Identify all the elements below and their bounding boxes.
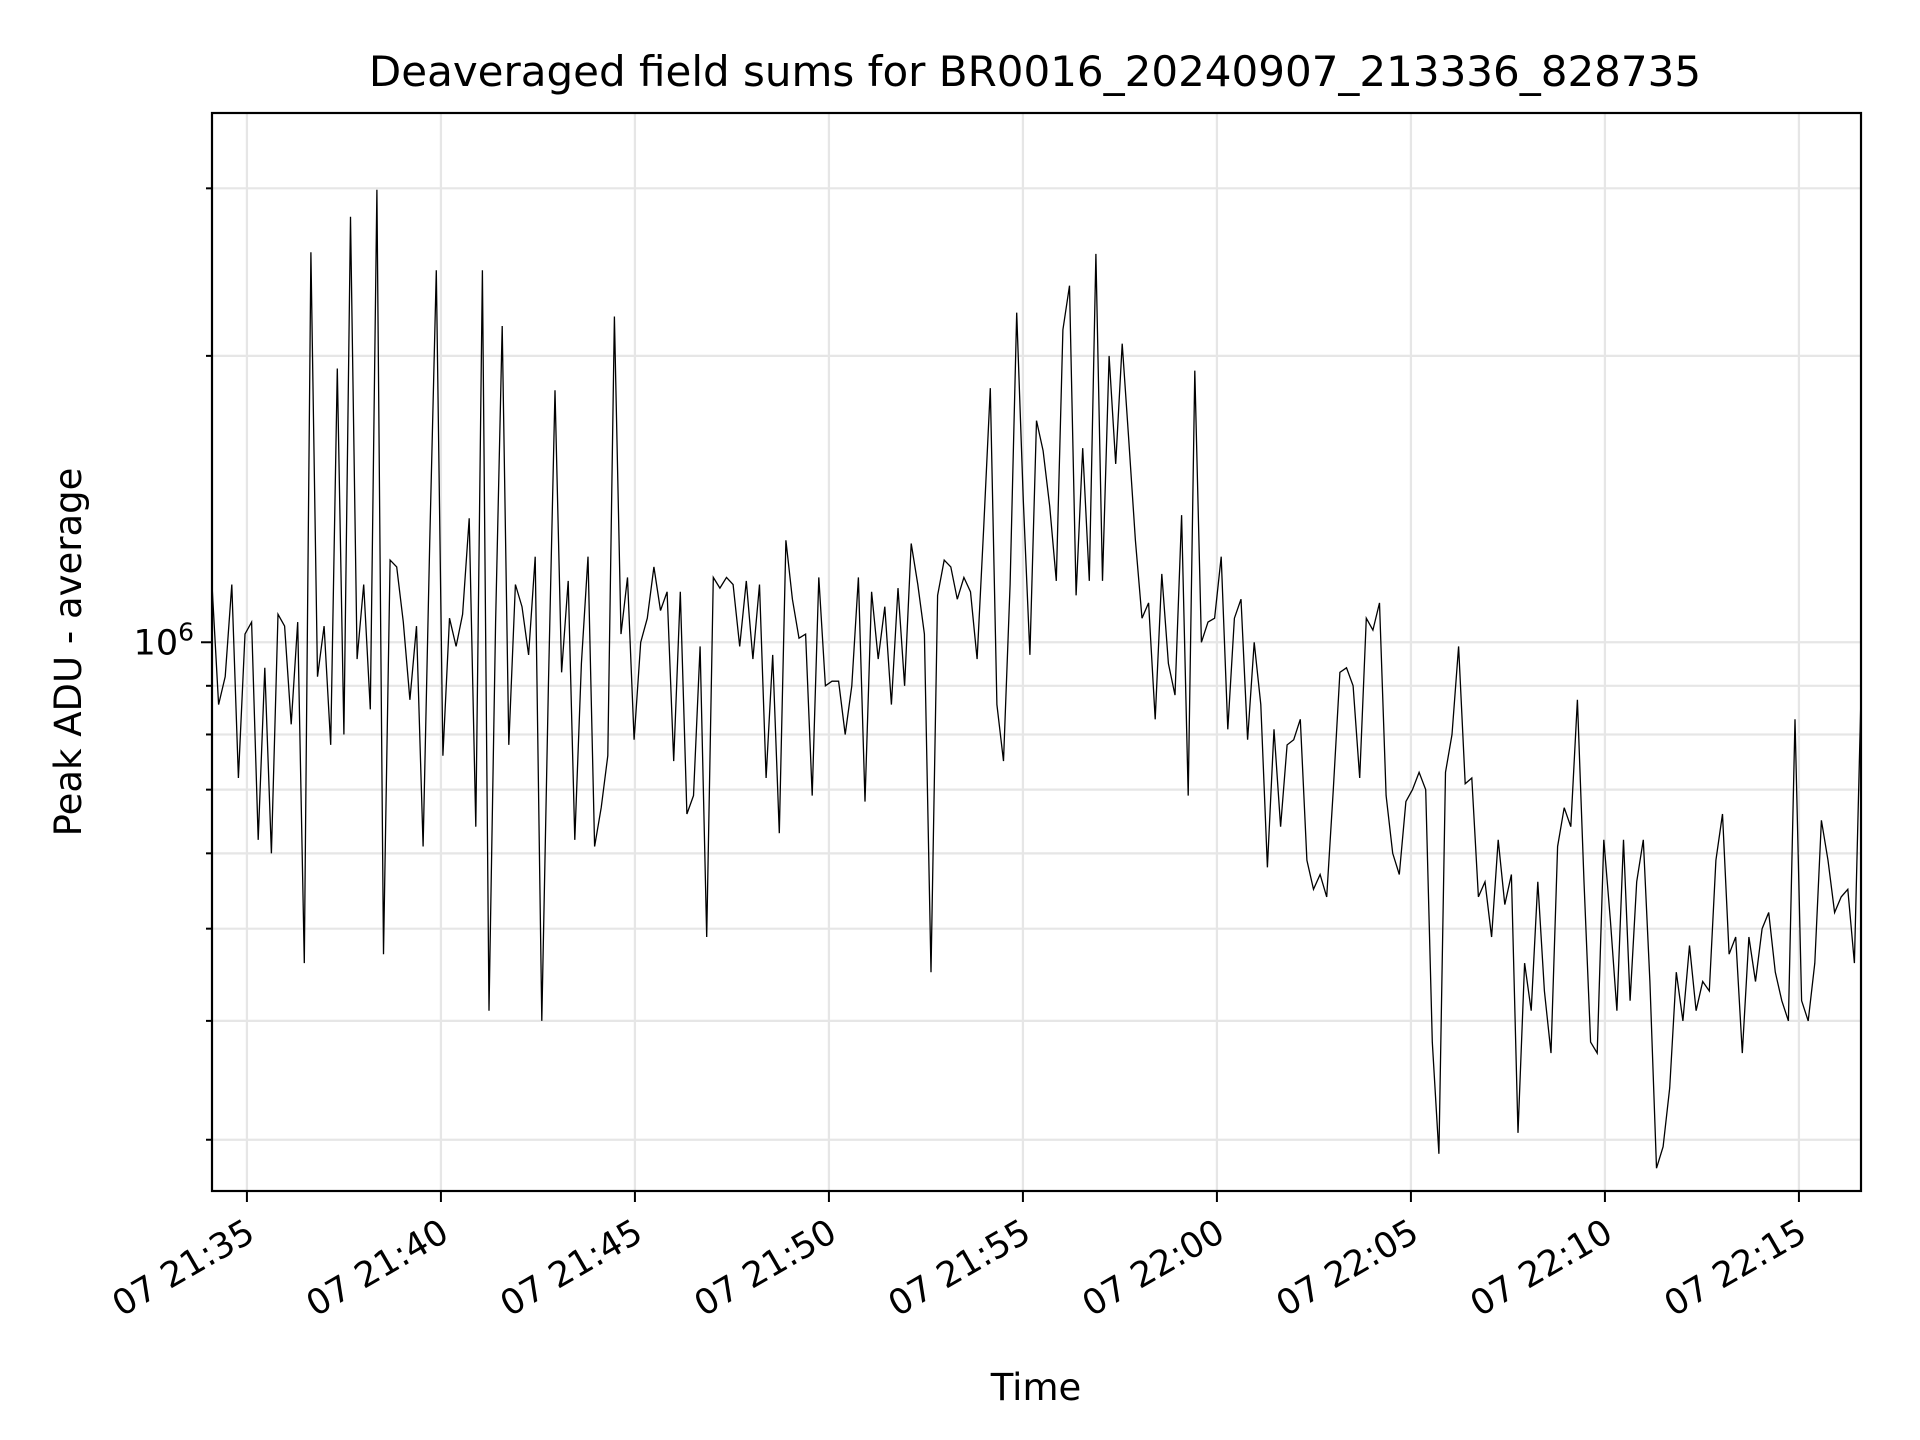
x-axis-label: Time xyxy=(990,1366,1082,1409)
plot-frame xyxy=(210,111,1863,1193)
x-tick-label: 07 22:00 xyxy=(1076,1212,1232,1325)
grid-lines xyxy=(212,113,1861,1191)
x-tick-label: 07 21:45 xyxy=(494,1212,650,1325)
x-tick-label: 07 21:55 xyxy=(882,1212,1038,1325)
x-tick-label: 07 22:05 xyxy=(1270,1212,1426,1325)
x-tick-label: 07 22:10 xyxy=(1464,1212,1620,1325)
chart-title: Deaveraged field sums for BR0016_2024090… xyxy=(369,47,1701,96)
series-line xyxy=(211,189,1862,1169)
x-tick-label: 07 22:15 xyxy=(1658,1212,1814,1325)
x-tick-label: 07 21:40 xyxy=(300,1212,456,1325)
y-axis-label: Peak ADU - average xyxy=(47,468,90,837)
y-tick-label: 106 xyxy=(134,617,194,663)
x-tick-label: 07 21:35 xyxy=(106,1212,262,1325)
x-tick-labels: 07 21:35 07 21:40 07 21:45 07 21:50 07 21:55… xyxy=(106,1212,1814,1325)
x-tick-label: 07 21:50 xyxy=(688,1212,844,1325)
y-tick-labels: 106 xyxy=(134,617,194,663)
